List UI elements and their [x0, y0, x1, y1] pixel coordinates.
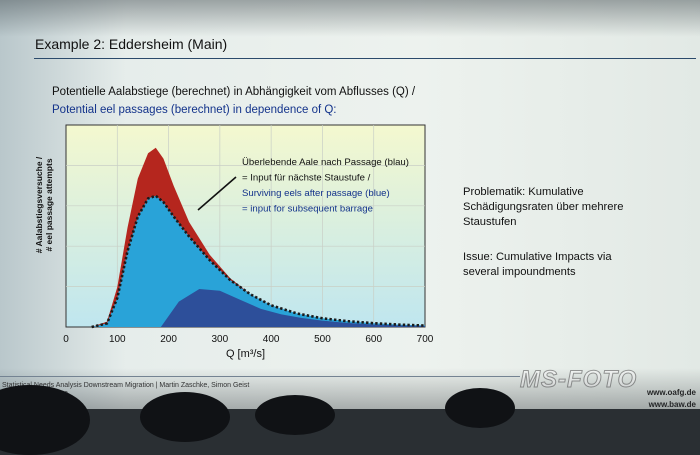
annotation-text: = Input für nächste Staustufe /	[242, 173, 371, 184]
photo-watermark: MS-FOTO	[519, 366, 638, 394]
slide-subtitle: Potentielle Aalabstiege (berechnet) in A…	[52, 83, 415, 119]
note-line: Issue: Cumulative Impacts via	[463, 251, 612, 263]
annotation-text: Überlebende Aale nach Passage (blau)	[242, 157, 409, 168]
x-tick-label: 200	[160, 334, 177, 345]
y-axis-label: # Aalabstiegsversuche /	[34, 156, 44, 253]
note-line: Staustufen	[463, 216, 517, 228]
side-notes: Problematik: Kumulative Schädigungsraten…	[463, 185, 623, 300]
x-tick-label: 500	[314, 334, 331, 345]
eel-passage-chart: 0 100 200 300 400 500 600 700 Q [m³/s] # Aalabsti…	[34, 124, 434, 360]
note-line: several impoundments	[463, 266, 576, 278]
x-tick-label: 0	[63, 334, 69, 345]
x-tick-label: 300	[212, 334, 229, 345]
x-tick-label: 700	[417, 334, 434, 345]
x-tick-label: 600	[365, 334, 382, 345]
title-divider	[34, 58, 696, 59]
x-tick-label: 100	[109, 334, 126, 345]
dotted-series-outline	[91, 194, 426, 329]
x-axis-label: Q [m³/s]	[226, 348, 265, 360]
note-line: Problematik: Kumulative	[463, 186, 584, 198]
audience-head	[445, 388, 515, 428]
series-surviving-eels	[91, 195, 426, 327]
footer-websites: www.oafg.de www.baw.de	[647, 387, 696, 409]
audience-head	[255, 395, 335, 435]
x-tick-label: 400	[263, 334, 280, 345]
y-axis-label: # eel passage attempts	[44, 158, 54, 251]
annotation-pointer	[197, 176, 237, 211]
footer-credits: Statistical Needs Analysis Downstream Mi…	[2, 382, 250, 389]
presentation-slide: Example 2: Eddersheim (Main) Potentielle…	[0, 0, 700, 409]
footer-divider	[0, 376, 520, 377]
subtitle-german: Potentielle Aalabstiege (berechnet) in A…	[52, 86, 416, 98]
slide-title: Example 2: Eddersheim (Main)	[35, 36, 228, 52]
note-issue: Issue: Cumulative Impacts via several im…	[463, 250, 623, 280]
note-line: Schädigungsraten über mehrere	[463, 201, 624, 213]
note-problematik: Problematik: Kumulative Schädigungsraten…	[463, 185, 623, 230]
website-baw: www.baw.de	[648, 400, 696, 409]
subtitle-english: Potential eel passages (berechnet) in de…	[52, 104, 337, 116]
annotation-text: Surviving eels after passage (blue)	[242, 188, 390, 199]
website-oafg: www.oafg.de	[646, 388, 696, 397]
annotation-text: = input for subsequent barrage	[242, 204, 373, 215]
series-inner-subset	[160, 288, 425, 327]
audience-head	[140, 392, 230, 442]
